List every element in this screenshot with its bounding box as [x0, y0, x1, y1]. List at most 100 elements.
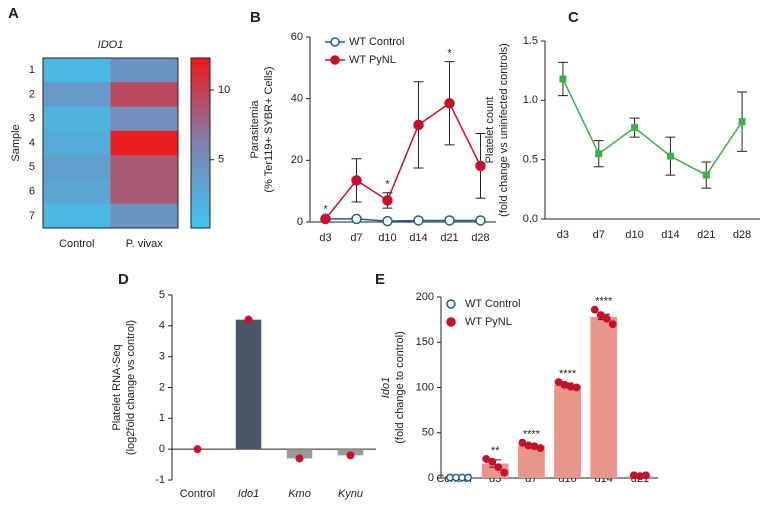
legend-label: WT Control — [465, 298, 520, 310]
x-tick-label: Control — [180, 488, 215, 500]
heatmap-cell — [111, 131, 179, 156]
marker — [573, 384, 579, 390]
y-tick-label: 5 — [159, 289, 165, 301]
column-label: Control — [59, 238, 94, 250]
marker — [476, 216, 485, 225]
marker — [414, 216, 423, 225]
heatmap-cell — [43, 107, 111, 132]
heatmap-cell — [111, 58, 179, 83]
marker — [598, 312, 604, 318]
marker — [631, 124, 638, 131]
row-label: 3 — [29, 113, 35, 125]
y-axis-label: Platelet RNA-Seq — [111, 344, 123, 430]
marker — [604, 316, 610, 322]
marker — [447, 300, 455, 308]
legend-label: WT Control — [349, 36, 404, 48]
significance: **** — [559, 368, 577, 380]
row-label: 7 — [29, 210, 35, 222]
heatmap-cell — [111, 82, 179, 107]
y-axis-label: Sample — [10, 124, 22, 161]
significance: **** — [523, 429, 541, 441]
marker — [352, 214, 361, 223]
x-tick-label: Kmo — [288, 488, 311, 500]
panel-letter: A — [8, 5, 19, 22]
significance: ** — [491, 445, 500, 457]
marker — [537, 445, 543, 451]
y-tick-label: 20 — [291, 154, 303, 166]
y-axis-label: Parasitemia — [249, 100, 261, 159]
marker — [414, 120, 423, 129]
y-tick-label: 1.5 — [523, 35, 538, 47]
legend-label: WT PyNL — [465, 316, 512, 328]
x-tick-label: d28 — [733, 229, 751, 241]
x-tick-label: d7 — [593, 229, 605, 241]
heatmap-cell — [43, 179, 111, 204]
heatmap-cell — [43, 131, 111, 156]
heatmap-cell — [43, 82, 111, 107]
series-line — [563, 79, 742, 175]
panel-letter: E — [375, 271, 385, 288]
panel-letter: D — [118, 271, 129, 288]
marker — [383, 217, 392, 226]
y-axis-label: (log2fold change vs control) — [125, 320, 137, 455]
y-axis-label: (fold change vs uninfected controls) — [498, 43, 510, 217]
y-tick-label: 4 — [159, 320, 165, 332]
marker — [495, 464, 501, 470]
y-tick-label: 0.0 — [523, 213, 538, 225]
series-line — [326, 103, 481, 219]
x-tick-label: d14 — [409, 232, 427, 244]
dot — [194, 445, 202, 453]
x-tick-label: d10 — [625, 229, 643, 241]
x-tick-label: Kynu — [338, 488, 363, 500]
x-tick-label: d7 — [350, 232, 362, 244]
marker — [739, 118, 746, 125]
y-tick-label: 0 — [297, 216, 303, 228]
marker — [445, 216, 454, 225]
y-tick-label: 1 — [159, 412, 165, 424]
x-tick-label: d3 — [557, 229, 569, 241]
dot — [245, 316, 253, 324]
y-tick-label: 50 — [422, 427, 434, 439]
heatmap-cell — [111, 204, 179, 229]
heatmap-cell — [43, 58, 111, 83]
significance: * — [323, 203, 328, 215]
row-label: 6 — [29, 185, 35, 197]
marker — [331, 38, 339, 46]
y-tick-label: 1.0 — [523, 94, 538, 106]
marker — [383, 196, 392, 205]
panel-letter: C — [568, 9, 579, 26]
y-tick-label: 150 — [416, 336, 434, 348]
column-label: P. vivax — [126, 238, 164, 250]
x-tick-label: d3 — [319, 232, 331, 244]
y-axis-label: Platelet count — [484, 97, 496, 164]
heatmap-cell — [111, 155, 179, 180]
y-tick-label: 0.5 — [523, 154, 538, 166]
y-tick-label: 3 — [159, 351, 165, 363]
marker — [501, 469, 507, 475]
y-tick-label: 40 — [291, 93, 303, 105]
marker — [352, 176, 361, 185]
y-tick-label: 2 — [159, 381, 165, 393]
marker — [703, 172, 710, 179]
marker — [610, 321, 616, 327]
dot — [347, 451, 355, 459]
heatmap-cell — [111, 107, 179, 132]
row-label: 5 — [29, 161, 35, 173]
panel-letter: B — [250, 9, 261, 26]
x-tick-label: d21 — [440, 232, 458, 244]
marker — [559, 75, 566, 82]
y-axis-label: (fold change to control) — [394, 331, 406, 444]
y-tick-label: -1 — [155, 474, 165, 486]
marker — [321, 214, 330, 223]
marker — [331, 56, 339, 64]
x-tick-label: d10 — [378, 232, 396, 244]
series-line — [326, 219, 481, 221]
marker — [489, 459, 495, 465]
marker — [447, 318, 455, 326]
y-tick-label: 60 — [291, 31, 303, 43]
significance: * — [447, 48, 452, 60]
y-tick-label: 0 — [428, 472, 434, 484]
x-tick-label: d28 — [471, 232, 489, 244]
y-axis-label: Ido1 — [380, 377, 392, 398]
colorbar-tick-label: 5 — [218, 154, 224, 166]
